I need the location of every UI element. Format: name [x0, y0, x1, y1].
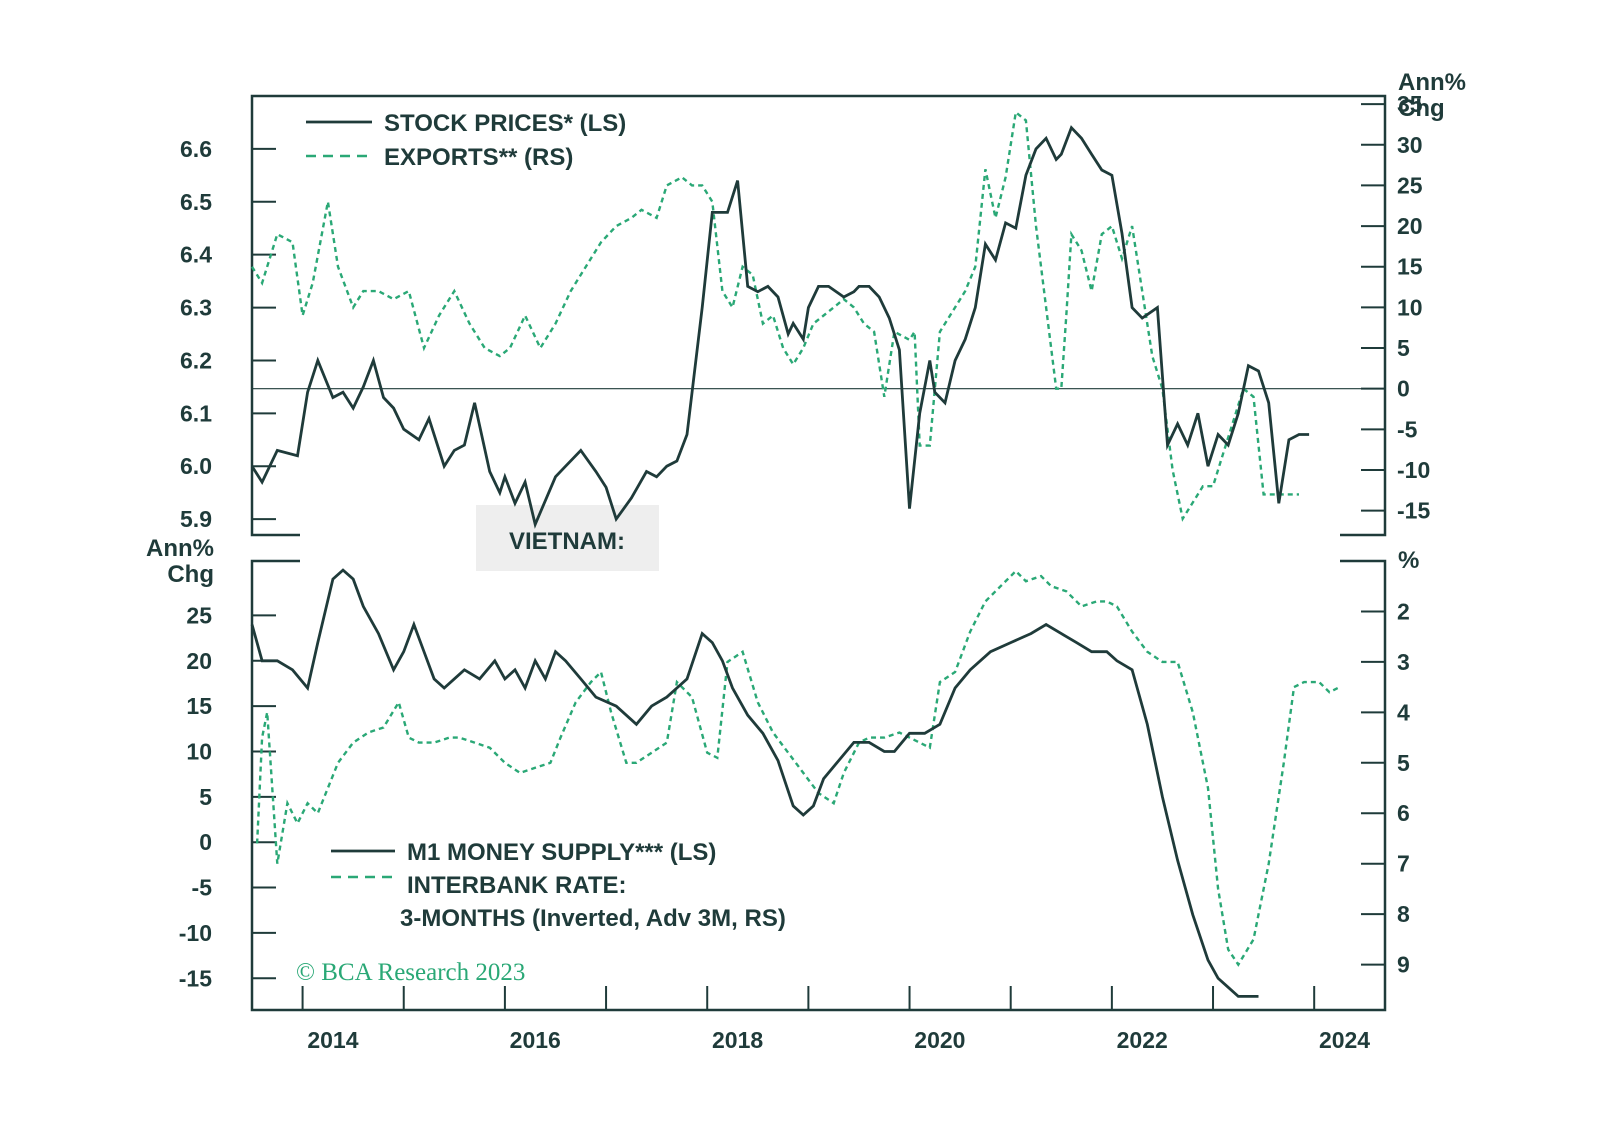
top-right-unit-label-line1: Ann% — [1398, 69, 1466, 96]
bottom-left-tick-label-2: 15 — [186, 693, 212, 719]
top-panel-frame — [250, 94, 1387, 537]
stock-prices-series-line — [250, 125, 1310, 529]
top-right-tick-label-10: -15 — [1397, 498, 1430, 524]
top-left-tick-label-6: 6.0 — [180, 453, 212, 479]
top-left-tick-label-5: 6.1 — [180, 400, 212, 426]
bottom-right-tick-label-2: 4 — [1397, 699, 1410, 725]
x-tick-label-3: 2020 — [914, 1027, 965, 1053]
top-right-tick-label-9: -10 — [1397, 457, 1430, 483]
bottom-right-tick-label-0: 2 — [1397, 598, 1410, 624]
bottom-left-tick-label-6: -5 — [192, 875, 213, 901]
top-right-tick-label-0: 35 — [1397, 91, 1423, 117]
x-tick-label-4: 2022 — [1117, 1027, 1168, 1053]
bottom-legend: M1 MONEY SUPPLY*** (LS) INTERBANK RATE: … — [331, 839, 786, 932]
x-axis: 2014 2016 2018 2020 2022 2024 — [301, 986, 1370, 1053]
bottom-left-tick-label-8: -15 — [179, 965, 212, 991]
legend-interbank-rate: INTERBANK RATE: — [407, 872, 627, 899]
legend-m1-money-supply: M1 MONEY SUPPLY*** (LS) — [407, 839, 716, 866]
bottom-panel-frame — [250, 559, 1387, 1012]
bottom-left-tick-label-1: 20 — [186, 648, 212, 674]
bottom-left-tick-label-4: 5 — [199, 784, 212, 810]
top-right-unit-label-line2: Chg — [1398, 95, 1445, 122]
top-left-tick-label-0: 6.6 — [180, 136, 212, 162]
top-right-tick-label-6: 5 — [1397, 335, 1410, 361]
panel-frames — [250, 94, 1387, 1012]
top-left-tick-label-3: 6.3 — [180, 295, 212, 321]
top-right-tick-label-8: -5 — [1397, 416, 1418, 442]
top-right-axis: 35 30 25 20 15 10 5 0 -5 -10 -15 — [1361, 91, 1430, 524]
bottom-left-unit-label-line2: Chg — [167, 561, 214, 588]
legend-stock-prices: STOCK PRICES* (LS) — [384, 110, 626, 137]
bottom-right-tick-label-5: 7 — [1397, 851, 1410, 877]
bottom-right-tick-label-7: 9 — [1397, 952, 1410, 978]
interbank-rate-series-line — [255, 569, 1341, 967]
chart-title: VIETNAM: — [509, 528, 625, 555]
legend-exports: EXPORTS** (RS) — [384, 144, 573, 171]
top-left-tick-label-7: 5.9 — [180, 506, 212, 532]
top-left-tick-label-1: 6.5 — [180, 189, 212, 215]
x-tick-label-5: 2024 — [1319, 1027, 1370, 1053]
x-tick-label-2: 2018 — [712, 1027, 763, 1053]
bottom-left-unit-label-line1: Ann% — [146, 535, 214, 562]
bottom-left-tick-label-0: 25 — [186, 602, 212, 628]
title-background — [476, 505, 659, 571]
bca-watermark: © BCA Research 2023 — [296, 959, 525, 986]
m1-money-supply-series-line — [250, 568, 1259, 998]
bottom-right-axis: 2 3 4 5 6 7 8 9 — [1361, 598, 1410, 978]
top-right-tick-label-7: 0 — [1397, 376, 1410, 402]
top-right-tick-label-5: 10 — [1397, 294, 1423, 320]
bottom-right-tick-label-6: 8 — [1397, 901, 1410, 927]
bottom-right-tick-label-3: 5 — [1397, 750, 1410, 776]
top-right-tick-label-2: 25 — [1397, 172, 1423, 198]
top-left-tick-label-4: 6.2 — [180, 347, 212, 373]
top-legend: STOCK PRICES* (LS) EXPORTS** (RS) — [306, 110, 626, 171]
top-right-tick-label-3: 20 — [1397, 213, 1423, 239]
legend-interbank-rate-detail: 3-MONTHS (Inverted, Adv 3M, RS) — [400, 905, 786, 932]
bottom-left-tick-label-3: 10 — [186, 738, 212, 764]
bottom-left-tick-label-5: 0 — [199, 829, 212, 855]
x-tick-label-0: 2014 — [307, 1027, 358, 1053]
top-right-tick-label-1: 30 — [1397, 132, 1423, 158]
top-left-tick-label-2: 6.4 — [180, 242, 212, 268]
bottom-left-axis: 25 20 15 10 5 0 -5 -10 -15 — [179, 602, 276, 991]
exports-series-line — [250, 110, 1299, 522]
x-tick-label-1: 2016 — [510, 1027, 561, 1053]
top-right-tick-label-4: 15 — [1397, 254, 1423, 280]
top-left-axis: 6.6 6.5 6.4 6.3 6.2 6.1 6.0 5.9 — [180, 136, 276, 532]
bottom-right-tick-label-1: 3 — [1397, 649, 1410, 675]
bottom-right-tick-label-4: 6 — [1397, 800, 1410, 826]
bottom-left-tick-label-7: -10 — [179, 920, 212, 946]
bottom-right-unit-label: % — [1398, 547, 1419, 574]
